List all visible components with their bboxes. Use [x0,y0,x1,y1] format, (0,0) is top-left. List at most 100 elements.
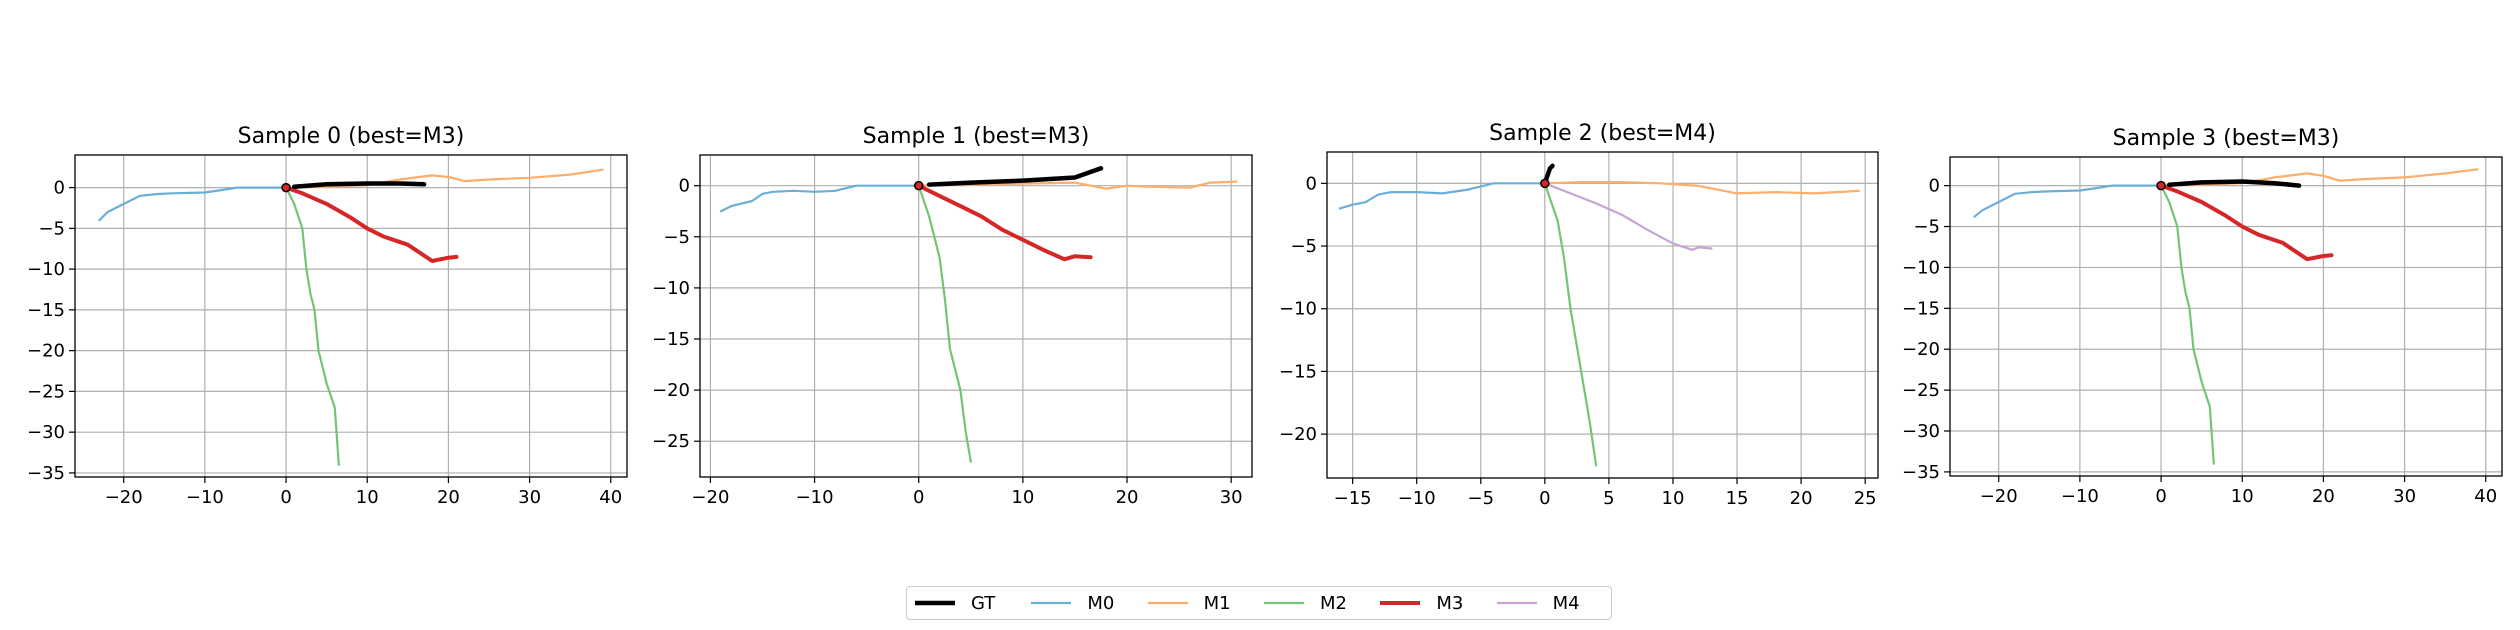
x-tick-label: 30 [1220,487,1243,508]
legend-item-m0: M0 [1029,593,1145,614]
series-m0-line [98,186,288,222]
chart-title: Sample 0 (best=M3) [238,124,465,149]
x-tick-label: 20 [437,487,460,508]
x-tick-label: 5 [1603,488,1614,509]
origin-marker [281,182,291,193]
y-tick-label: 0 [679,176,690,197]
series-m2-line [917,184,972,463]
x-tick-label: 30 [2393,486,2416,507]
series-m0-line [719,184,920,213]
x-tick-label: 40 [2474,486,2497,507]
legend-label: M1 [1203,592,1231,614]
x-tick-label: 30 [518,487,541,508]
subplot-3: −20 −10 0 10 20 30 40 0 −5 −10 −15 −20 −25 −30 −35 Samp… [1902,126,2503,507]
x-tick-label: −20 [691,487,729,508]
legend-swatch [1147,601,1188,605]
y-tick-label: −10 [1279,299,1317,320]
x-tick-label: −10 [1398,488,1436,509]
y-tick-label: −5 [1290,236,1317,257]
x-tick-label: 10 [2231,486,2254,507]
y-tick-label: −35 [1902,462,1940,483]
chart-title: Sample 1 (best=M3) [863,124,1090,149]
x-tick-label: −10 [796,487,834,508]
x-tick-label: 0 [1539,488,1550,509]
x-tick-label: −20 [1980,486,2018,507]
series-m2-line [1543,182,1598,467]
series-m1-line [1543,181,1860,195]
legend-item-m4: M4 [1495,593,1611,614]
series-m3-line [2159,183,2334,262]
series-m1-line [917,180,1238,190]
x-tick-label: −10 [2061,486,2099,507]
series-m2-line [285,186,340,466]
legend-item-gt: GT [913,593,1029,614]
y-tick-label: −15 [1902,298,1940,319]
x-tick-label: 10 [356,487,379,508]
series-m0-line [1338,182,1546,210]
y-tick-label: −20 [1902,339,1940,360]
chart-title: Sample 2 (best=M4) [1489,121,1716,146]
series-gt-line [291,181,427,190]
origin-marker [1540,178,1550,189]
legend: GT M0 M1 M2 M3 M4 [906,586,1612,620]
origin-marker [913,180,924,191]
legend-swatch [1380,601,1421,605]
legend-swatch [1031,601,1072,605]
axes-frame [699,154,1253,478]
x-tick-label: 0 [913,487,924,508]
series-m4-line [1543,182,1713,251]
legend-label: M4 [1552,592,1580,614]
legend-item-m2: M2 [1262,593,1378,614]
y-tick-label: −30 [27,422,65,443]
legend-swatch [1496,601,1537,605]
axes-frame [1326,151,1879,479]
legend-label: M2 [1319,592,1347,614]
series-m2-line [2160,184,2215,465]
legend-swatch [1263,601,1304,605]
series-m3-line [916,183,1093,262]
series-gt-line [926,166,1104,187]
y-tick-label: −15 [27,300,65,321]
legend-swatch [915,600,955,606]
x-tick-label: 20 [1790,488,1813,509]
y-tick-label: −10 [652,278,690,299]
y-tick-label: −5 [663,227,690,248]
legend-item-m1: M1 [1146,593,1262,614]
x-tick-label: 10 [1662,488,1685,509]
subplot-2: −15 −10 −5 0 5 10 15 20 25 0 −5 −10 −15 −20 Sample 2 (… [1279,121,1879,509]
y-tick-label: 0 [1929,176,1940,197]
y-tick-label: −25 [1902,380,1940,401]
x-tick-label: 10 [1011,487,1034,508]
y-tick-label: −10 [1902,257,1940,278]
x-tick-label: −5 [1467,488,1494,509]
legend-label: M3 [1436,592,1464,614]
x-tick-label: −20 [105,487,143,508]
x-tick-label: −10 [186,487,224,508]
y-tick-label: −25 [652,431,690,452]
y-tick-label: −5 [38,218,65,239]
y-tick-label: 0 [1306,173,1317,194]
chart-title: Sample 3 (best=M3) [2113,126,2340,151]
series-m3-line [284,185,459,263]
legend-label: GT [971,592,996,614]
y-tick-label: 0 [54,178,65,199]
x-tick-label: 0 [280,487,291,508]
y-tick-label: −25 [27,381,65,402]
y-tick-label: −30 [1902,421,1940,442]
x-tick-label: 15 [1726,488,1749,509]
subplot-0: −20 −10 0 10 20 30 40 0 −5 −10 −15 −20 −25 −30 −35 Samp… [27,124,628,508]
legend-label: M0 [1087,592,1115,614]
axes-frame [1949,156,2503,477]
x-tick-label: 0 [2155,486,2166,507]
x-tick-label: 20 [1116,487,1139,508]
x-tick-label: 20 [2312,486,2335,507]
y-tick-label: −15 [1279,361,1317,382]
y-tick-label: −10 [27,259,65,280]
y-tick-label: −5 [1913,217,1940,238]
series-m0-line [1973,184,2163,218]
y-tick-label: −20 [1279,424,1317,445]
x-tick-label: −15 [1334,488,1372,509]
axes-frame [74,154,628,478]
x-tick-label: 25 [1854,488,1877,509]
y-tick-label: −20 [652,380,690,401]
